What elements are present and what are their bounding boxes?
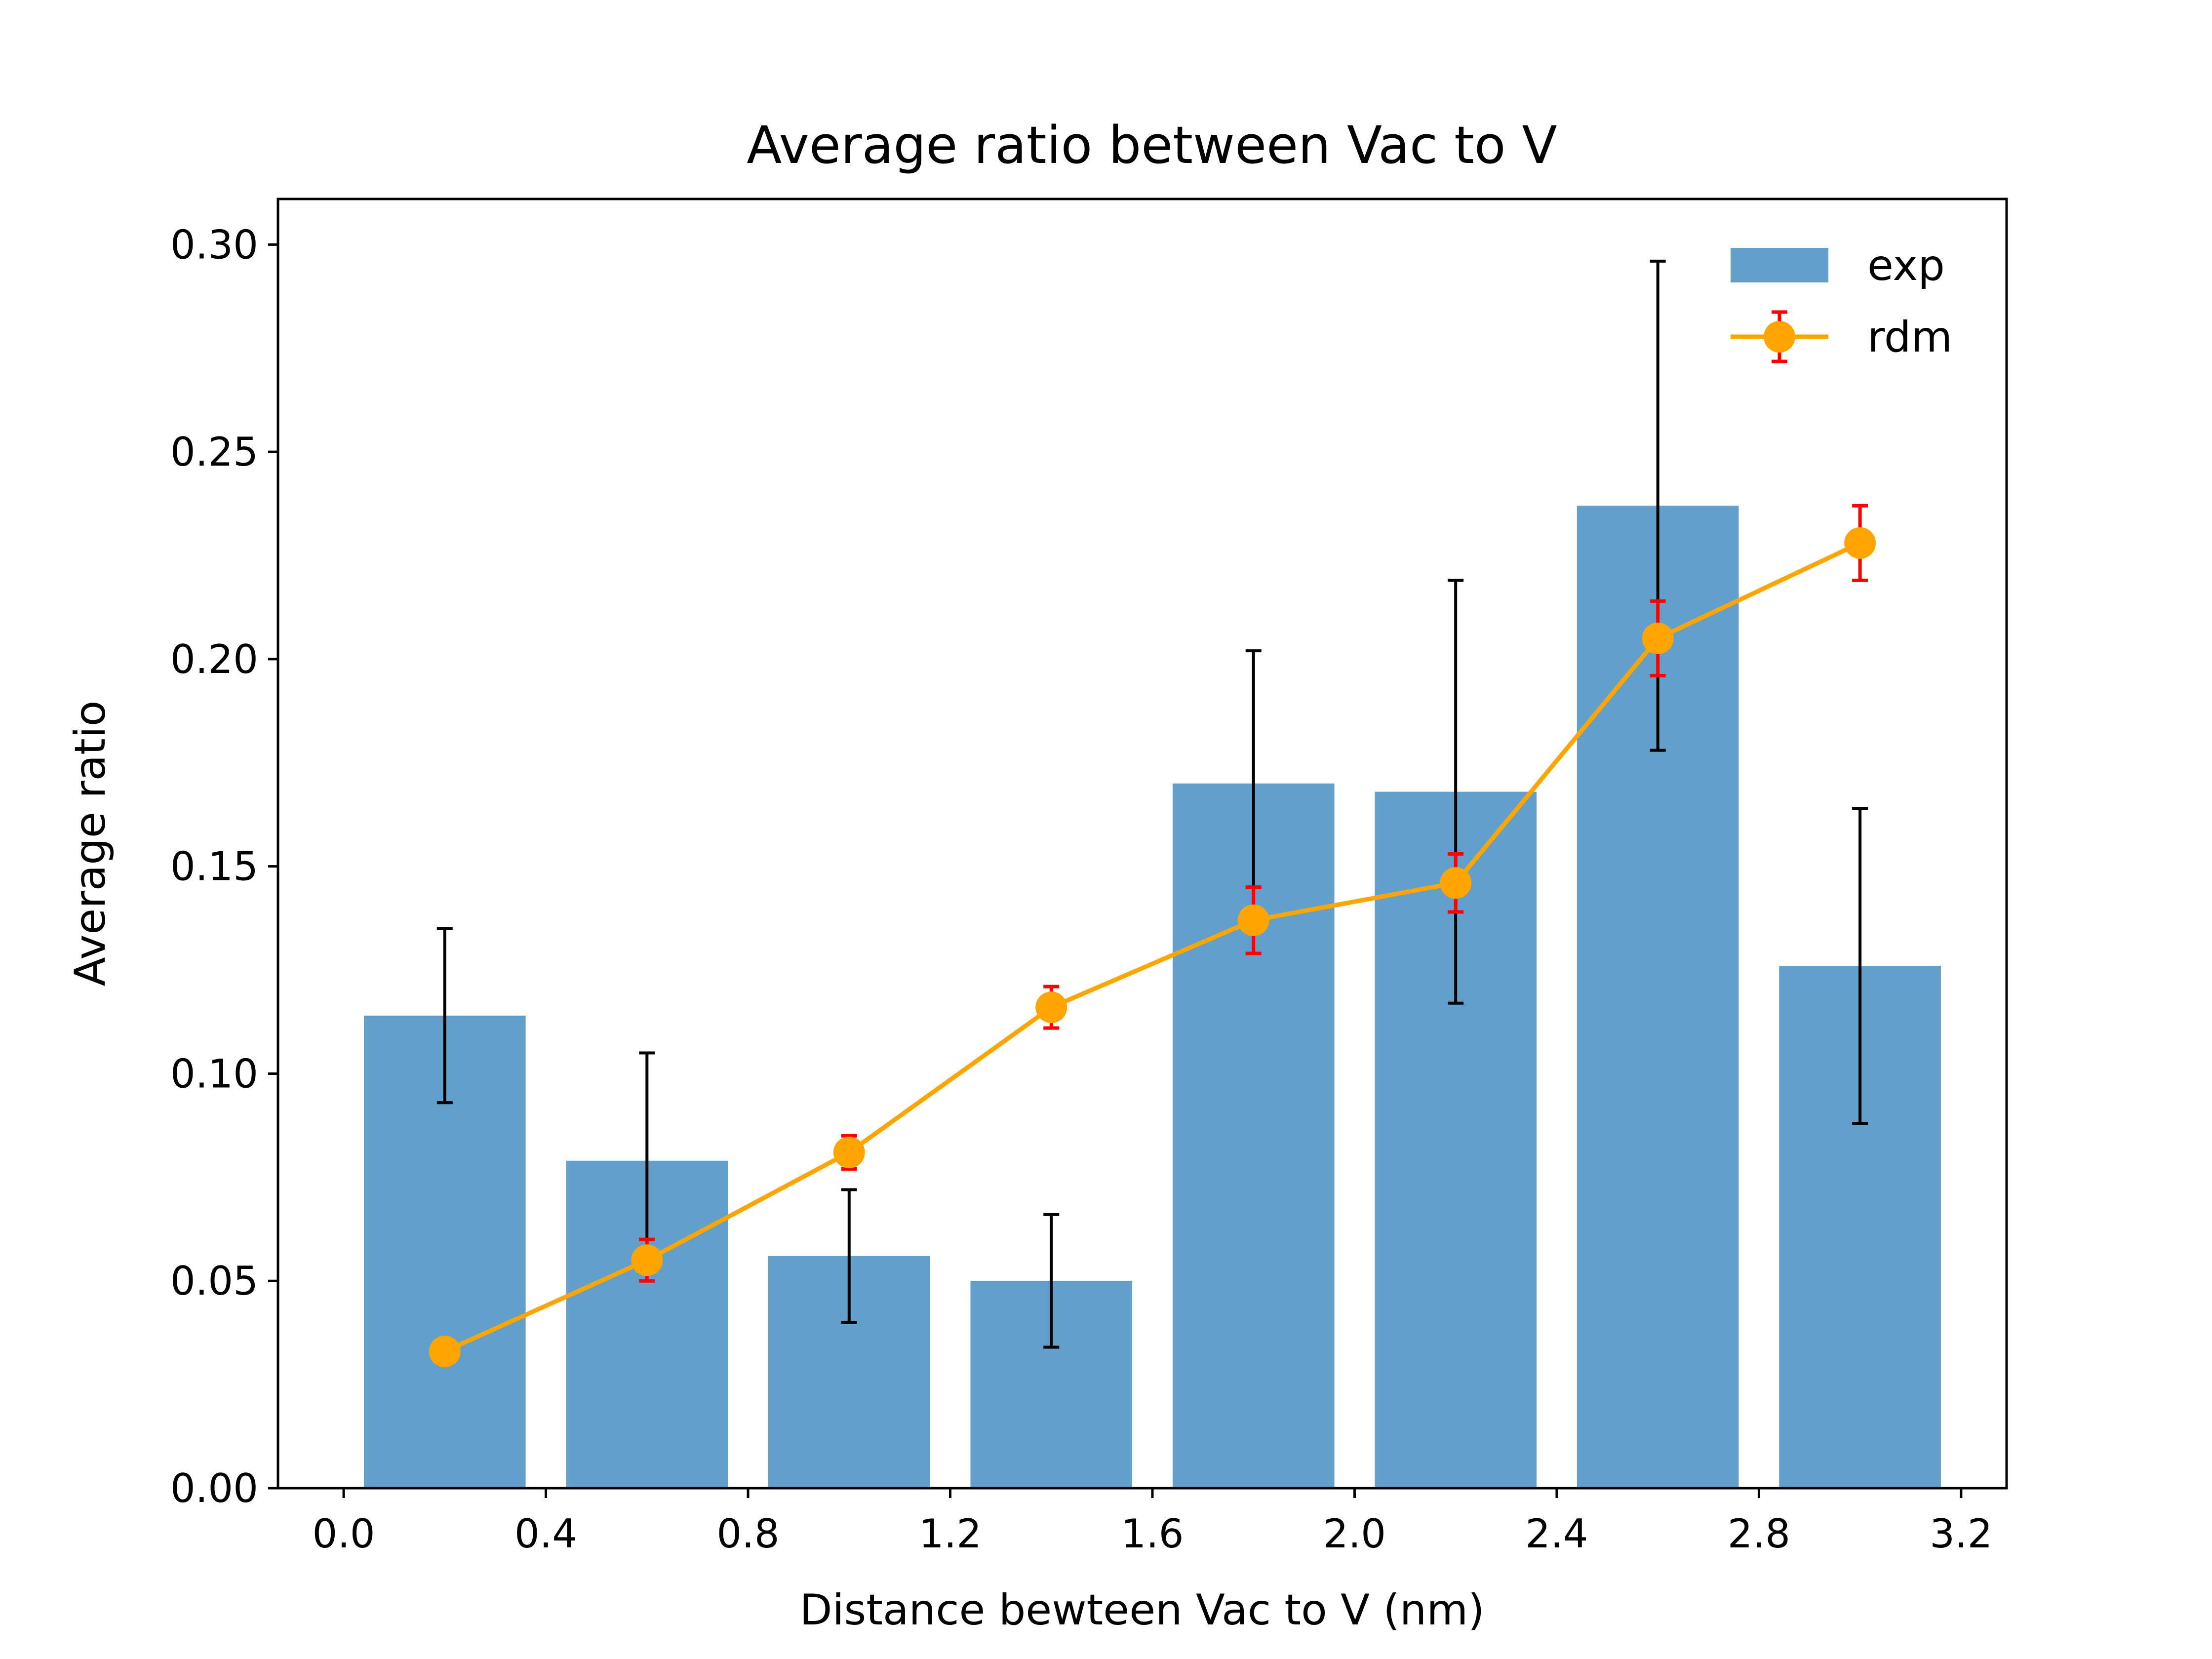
point-rdm-5 [1440, 867, 1472, 899]
chart-title: Average ratio between Vac to V [747, 115, 1557, 175]
y-tick-label: 0.30 [170, 222, 258, 268]
line-layer [429, 504, 1876, 1367]
point-rdm-4 [1237, 904, 1269, 936]
legend-label-exp: exp [1867, 241, 1945, 290]
point-rdm-7 [1844, 527, 1876, 559]
y-axis-title: Average ratio [66, 701, 115, 987]
y-tick-label: 0.10 [170, 1051, 258, 1097]
point-rdm-0 [429, 1335, 461, 1367]
bars-layer [364, 506, 1941, 1488]
errorbar-exp-2 [841, 1188, 857, 1324]
x-tick-label: 1.6 [1121, 1511, 1184, 1557]
legend-swatch-exp [1731, 248, 1828, 282]
x-tick-label: 3.2 [1930, 1511, 1992, 1557]
point-rdm-3 [1035, 991, 1067, 1024]
x-tick-label: 2.8 [1728, 1511, 1790, 1557]
errorbar-exp-0 [436, 927, 453, 1105]
x-tick-label: 0.4 [514, 1511, 577, 1557]
errorbar-exp-5 [1448, 579, 1464, 1005]
legend-label-rdm: rdm [1867, 313, 1952, 362]
legend: exp rdm [1731, 241, 1952, 363]
point-rdm-6 [1642, 622, 1674, 654]
legend-marker-rdm [1764, 321, 1795, 353]
y-tick-label: 0.20 [170, 636, 258, 682]
y-tick-label: 0.05 [170, 1258, 258, 1304]
x-tick-label: 2.0 [1323, 1511, 1386, 1557]
errorbar-exp-7 [1852, 807, 1868, 1125]
y-tick-label: 0.00 [170, 1465, 258, 1511]
y-axis: 0.00 0.05 0.10 0.15 0.20 0.25 0.30 [170, 222, 278, 1511]
x-tick-label: 0.0 [312, 1511, 375, 1557]
plot-frame [276, 198, 2008, 1490]
x-tick-label: 2.4 [1525, 1511, 1588, 1557]
x-tick-label: 0.8 [716, 1511, 779, 1557]
x-tick-label: 1.2 [919, 1511, 982, 1557]
errorbar-exp-3 [1043, 1213, 1060, 1349]
line-rdm [443, 541, 1861, 1354]
point-rdm-1 [631, 1244, 663, 1276]
point-rdm-2 [833, 1136, 865, 1168]
x-axis: 0.0 0.4 0.8 1.2 1.6 2.0 2.4 2.8 3.2 [312, 1488, 1992, 1557]
y-tick-label: 0.15 [170, 844, 258, 890]
y-tick-label: 0.25 [170, 429, 258, 475]
x-axis-title: Distance bewteen Vac to V (nm) [799, 1585, 1484, 1635]
